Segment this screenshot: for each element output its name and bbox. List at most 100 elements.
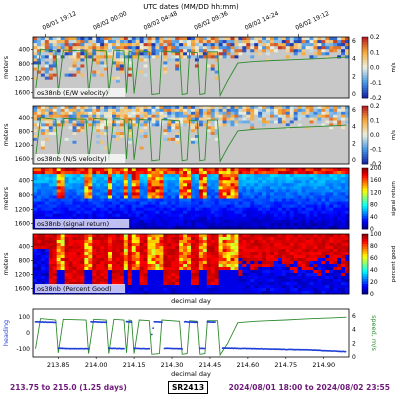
heatmap-cell [33, 43, 38, 47]
heatmap-cell [230, 186, 235, 190]
heatmap-cell [238, 37, 243, 41]
heatmap-cell [52, 189, 58, 193]
heatmap-cell [329, 174, 334, 178]
heatmap-cell [100, 180, 105, 184]
heatmap-cell [214, 161, 220, 165]
heatmap-cell [194, 70, 200, 74]
heatmap-cell [179, 195, 184, 199]
heatmap-cell [36, 258, 42, 262]
heatmap-cell [273, 40, 279, 44]
heatmap-cell [60, 129, 65, 133]
heatmap-cell [285, 114, 291, 118]
heatmap-cell [143, 171, 148, 175]
heatmap-cell [92, 146, 97, 150]
heatmap-cell [285, 143, 291, 147]
heatmap-cell [68, 106, 73, 110]
heatmap-cell [167, 222, 172, 227]
colorbar-step [362, 127, 368, 131]
heatmap-cell [242, 49, 247, 53]
heatmap-cell [139, 213, 144, 218]
heatmap-cell [84, 207, 89, 212]
heatmap-cell [321, 52, 326, 56]
heatmap-cell [163, 111, 168, 116]
heatmap-cell [84, 198, 89, 202]
heatmap-cell [313, 149, 318, 153]
heatmap-cell [92, 123, 97, 127]
right-tick-label: 2 [352, 140, 356, 147]
heatmap-cell [163, 37, 168, 41]
heatmap-cell [48, 123, 54, 127]
heatmap-cell [341, 129, 346, 133]
heatmap-cell [64, 129, 69, 133]
heatmap-cell [293, 79, 299, 84]
heatmap-cell [202, 46, 208, 50]
heatmap-cell [163, 135, 168, 139]
heatmap-cell [175, 49, 180, 53]
heatmap-cell [80, 201, 85, 205]
heatmap-cell [147, 108, 152, 113]
heatmap-cell [33, 273, 38, 277]
heatmap-cell [329, 106, 334, 110]
heatmap-cell [80, 70, 85, 74]
heatmap-cell [92, 52, 97, 56]
heatmap-cell [206, 64, 212, 68]
panel-label-bg [35, 154, 126, 163]
heatmap-cell [325, 123, 330, 127]
heatmap-cell [313, 204, 318, 209]
heatmap-cell [198, 168, 204, 172]
heatmap-cell [76, 189, 81, 193]
panel-label: os38nb (signal return) [37, 220, 109, 228]
heatmap-cell [313, 82, 318, 87]
heatmap-cell [234, 106, 239, 110]
heatmap-cell [277, 168, 283, 172]
heatmap-cell [242, 114, 247, 118]
heatmap-cell [143, 207, 148, 212]
heatmap-cell [226, 155, 231, 159]
heatmap-cell [222, 189, 227, 193]
heatmap-cell [183, 58, 188, 62]
heatmap-cell [301, 177, 306, 181]
heatmap-cell [64, 143, 69, 147]
colorbar-step [362, 180, 368, 184]
heatmap-cell [198, 52, 204, 56]
heatmap-cell [76, 73, 81, 78]
heatmap-cell [281, 210, 287, 215]
heatmap-cell [72, 210, 77, 215]
heatmap-cell [171, 108, 176, 113]
heatmap-cell [123, 183, 129, 187]
colorbar-step [362, 218, 368, 222]
heatmap-cell [171, 40, 176, 44]
heatmap-cell [285, 155, 291, 159]
heatmap-cell [285, 168, 291, 172]
heatmap-cell [230, 94, 235, 99]
heatmap-cell [321, 129, 326, 133]
heatmap-cell [293, 129, 299, 133]
heatmap-cell [135, 222, 141, 227]
heatmap-cell [187, 91, 192, 96]
heatmap-cell [155, 58, 160, 62]
heatmap-cell [68, 126, 73, 130]
heatmap-cell [48, 137, 54, 142]
heatmap-cell [325, 70, 330, 74]
heatmap-cell [258, 207, 263, 212]
heatmap-cell [333, 91, 338, 96]
heatmap-cell [48, 108, 54, 113]
heatmap-cell [262, 219, 267, 224]
heatmap-cell [321, 85, 326, 90]
heatmap-cell [159, 210, 164, 215]
heatmap-cell [333, 155, 338, 159]
heatmap-cell [206, 149, 212, 153]
heatmap-cell [191, 225, 196, 230]
heatmap-cell [321, 210, 326, 215]
heatmap-cell [155, 46, 160, 50]
heatmap-cell [250, 168, 255, 172]
heatmap-cell [48, 37, 54, 41]
heatmap-cell [127, 114, 133, 118]
heatmap-cell [72, 168, 77, 172]
heatmap-cell [313, 79, 318, 84]
heatmap-cell [56, 186, 62, 190]
heatmap-cell [36, 234, 42, 238]
heatmap-cell [183, 207, 188, 212]
heatmap-cell [262, 216, 267, 221]
heatmap-cell [301, 40, 306, 44]
